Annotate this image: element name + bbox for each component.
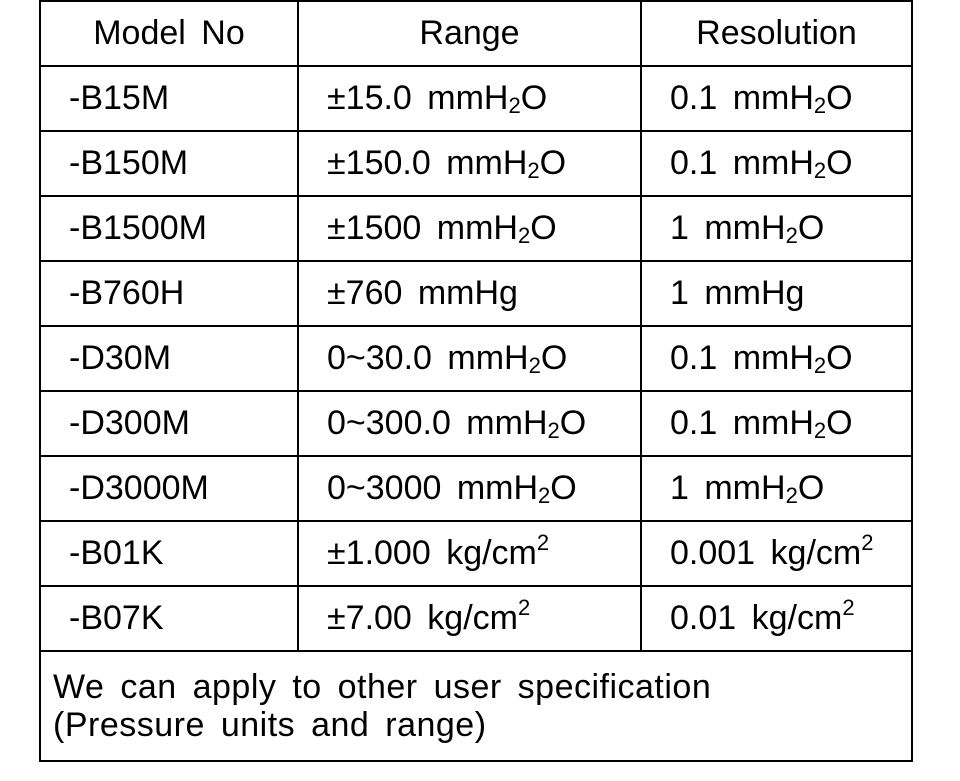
table-row: -B760H ±760 mmHg 1 mmHg xyxy=(39,260,913,327)
table-row: -D30M 0~30.0 mmH2O 0.1 mmH2O xyxy=(39,325,913,392)
cell-range: ±7.00 kg/cm2 xyxy=(297,585,642,652)
note-line-2: (Pressure units and range) xyxy=(53,706,487,744)
table-row: -B1500M ±1500 mmH2O 1 mmH2O xyxy=(39,195,913,262)
cell-model: -B01K xyxy=(39,520,299,587)
cell-model: -D300M xyxy=(39,390,299,457)
note-row: We can apply to other user specification… xyxy=(39,650,913,762)
cell-range: ±1500 mmH2O xyxy=(297,195,642,262)
cell-range: ±1.000 kg/cm2 xyxy=(297,520,642,587)
header-model-no: Model No xyxy=(39,0,299,67)
cell-resolution: 1 mmHg xyxy=(640,260,913,327)
table-row: -B15M ±15.0 mmH2O 0.1 mmH2O xyxy=(39,65,913,132)
table-row: -B07K ±7.00 kg/cm2 0.01 kg/cm2 xyxy=(39,585,913,652)
cell-range: 0~3000 mmH2O xyxy=(297,455,642,522)
header-resolution: Resolution xyxy=(640,0,913,67)
cell-resolution: 0.1 mmH2O xyxy=(640,130,913,197)
cell-resolution: 0.1 mmH2O xyxy=(640,325,913,392)
cell-range: 0~300.0 mmH2O xyxy=(297,390,642,457)
cell-range: 0~30.0 mmH2O xyxy=(297,325,642,392)
header-range: Range xyxy=(297,0,642,67)
note-line-1: We can apply to other user specification xyxy=(53,668,712,706)
note-cell: We can apply to other user specification… xyxy=(39,650,913,762)
cell-model: -B07K xyxy=(39,585,299,652)
table-body: -B15M ±15.0 mmH2O 0.1 mmH2O -B150M ±150.… xyxy=(39,65,913,762)
table-row: -B150M ±150.0 mmH2O 0.1 mmH2O xyxy=(39,130,913,197)
table-row: -B01K ±1.000 kg/cm2 0.001 kg/cm2 xyxy=(39,520,913,587)
cell-resolution: 0.01 kg/cm2 xyxy=(640,585,913,652)
cell-model: -B760H xyxy=(39,260,299,327)
cell-model: -D3000M xyxy=(39,455,299,522)
cell-resolution: 0.001 kg/cm2 xyxy=(640,520,913,587)
cell-model: -D30M xyxy=(39,325,299,392)
header-row: Model No Range Resolution xyxy=(39,0,913,67)
spec-table: Model No Range Resolution -B15M ±15.0 mm… xyxy=(39,0,913,762)
cell-resolution: 1 mmH2O xyxy=(640,455,913,522)
cell-range: ±760 mmHg xyxy=(297,260,642,327)
table-row: -D300M 0~300.0 mmH2O 0.1 mmH2O xyxy=(39,390,913,457)
cell-range: ±15.0 mmH2O xyxy=(297,65,642,132)
cell-model: -B15M xyxy=(39,65,299,132)
cell-resolution: 0.1 mmH2O xyxy=(640,65,913,132)
cell-model: -B1500M xyxy=(39,195,299,262)
cell-model: -B150M xyxy=(39,130,299,197)
cell-range: ±150.0 mmH2O xyxy=(297,130,642,197)
cell-resolution: 0.1 mmH2O xyxy=(640,390,913,457)
table-row: -D3000M 0~3000 mmH2O 1 mmH2O xyxy=(39,455,913,522)
cell-resolution: 1 mmH2O xyxy=(640,195,913,262)
